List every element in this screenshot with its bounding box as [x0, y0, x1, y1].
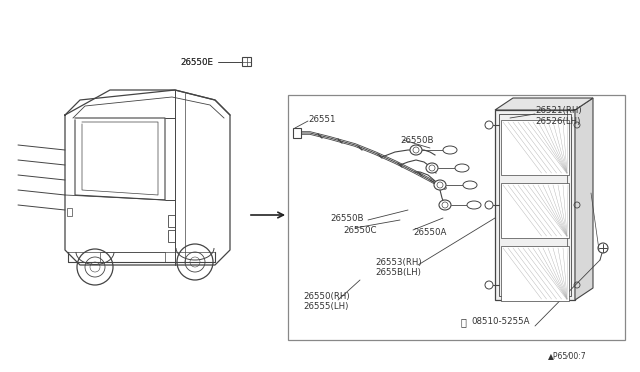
Bar: [501, 120, 569, 175]
Text: 26550C: 26550C: [343, 225, 376, 234]
Polygon shape: [575, 98, 593, 300]
Bar: [501, 183, 569, 238]
Ellipse shape: [467, 201, 481, 209]
Ellipse shape: [434, 180, 446, 190]
Text: ▲P65⁄00:7: ▲P65⁄00:7: [548, 352, 587, 360]
Ellipse shape: [426, 163, 438, 173]
Text: 26550E: 26550E: [180, 58, 213, 67]
Text: 26550E: 26550E: [180, 58, 213, 67]
Text: 26551: 26551: [308, 115, 335, 124]
Ellipse shape: [463, 181, 477, 189]
Ellipse shape: [455, 164, 469, 172]
Ellipse shape: [410, 145, 422, 155]
Bar: [67, 208, 72, 216]
Bar: [168, 215, 175, 227]
Bar: [288, 95, 625, 340]
Text: 26550A: 26550A: [413, 228, 446, 237]
Text: 2655B(LH): 2655B(LH): [375, 269, 421, 278]
Text: 26555(LH): 26555(LH): [303, 302, 348, 311]
Text: 26550(RH): 26550(RH): [303, 292, 349, 301]
Bar: [100, 252, 165, 262]
Text: 26521(RH): 26521(RH): [535, 106, 582, 115]
Text: 08510-5255A: 08510-5255A: [471, 317, 529, 327]
Text: 26526(LH): 26526(LH): [535, 116, 580, 125]
Ellipse shape: [443, 146, 457, 154]
Bar: [242, 57, 251, 66]
Ellipse shape: [439, 200, 451, 210]
Bar: [495, 110, 575, 300]
Polygon shape: [495, 98, 593, 110]
Text: 26550B: 26550B: [400, 135, 433, 144]
Text: Ⓢ: Ⓢ: [461, 317, 467, 327]
Bar: [501, 246, 569, 301]
Bar: [293, 128, 301, 138]
Bar: [499, 114, 571, 296]
Text: 26550B: 26550B: [330, 214, 364, 222]
Text: 26553(RH): 26553(RH): [375, 257, 422, 266]
Bar: [168, 230, 175, 242]
